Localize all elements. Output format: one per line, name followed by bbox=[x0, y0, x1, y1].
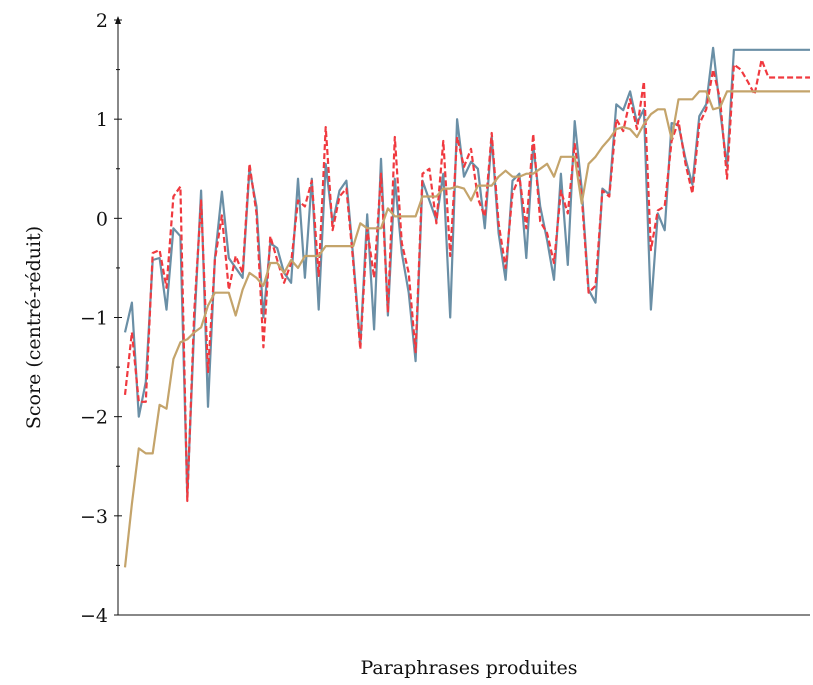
axes-layer: −4 −3 −2 −1 0 1 2 bbox=[80, 10, 810, 627]
x-axis-label: Paraphrases produites bbox=[360, 657, 577, 679]
y-tick-label: −2 bbox=[80, 407, 108, 429]
series-line-1 bbox=[123, 46, 810, 498]
y-tick-label: 1 bbox=[96, 109, 108, 131]
series-line-3 bbox=[123, 90, 810, 568]
series-line-2 bbox=[123, 58, 810, 503]
y-tick-label: 2 bbox=[96, 10, 108, 32]
y-tick-label: −3 bbox=[80, 506, 108, 528]
y-tick-label: −4 bbox=[80, 605, 108, 627]
y-ticks: −4 −3 −2 −1 0 1 2 bbox=[80, 10, 122, 627]
y-tick-label: −1 bbox=[80, 308, 108, 330]
series-layer bbox=[123, 46, 810, 568]
y-tick-label: 0 bbox=[96, 208, 108, 230]
y-axis-label: Score (centré-réduit) bbox=[23, 226, 45, 429]
